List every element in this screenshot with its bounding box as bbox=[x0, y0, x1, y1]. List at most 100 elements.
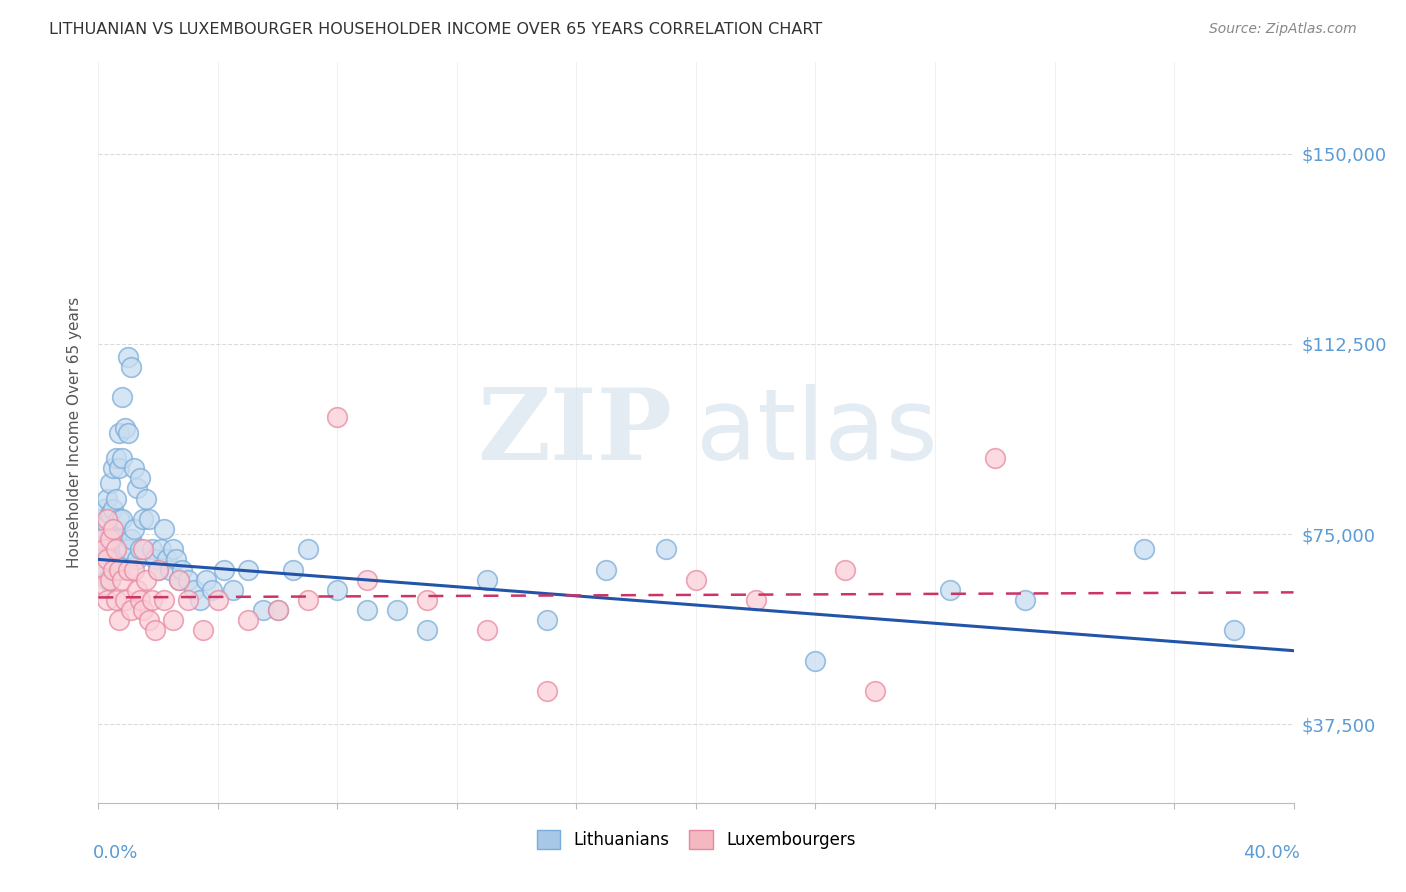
Point bbox=[1133, 542, 1156, 557]
Point bbox=[281, 562, 304, 576]
Text: ZIP: ZIP bbox=[477, 384, 672, 481]
Point bbox=[105, 450, 128, 465]
Point bbox=[804, 654, 827, 668]
Point bbox=[207, 593, 229, 607]
Point bbox=[93, 532, 115, 546]
Point bbox=[98, 573, 122, 587]
Point bbox=[172, 562, 194, 576]
Point bbox=[984, 450, 1007, 465]
Point bbox=[167, 573, 190, 587]
Point bbox=[167, 573, 190, 587]
Point bbox=[148, 562, 170, 576]
Point bbox=[111, 450, 134, 465]
Point bbox=[138, 512, 160, 526]
Point bbox=[111, 512, 134, 526]
Point bbox=[685, 573, 707, 587]
Point bbox=[96, 593, 118, 607]
Point bbox=[222, 582, 245, 597]
Point bbox=[120, 359, 142, 374]
Y-axis label: Householder Income Over 65 years: Householder Income Over 65 years bbox=[67, 297, 83, 568]
Point bbox=[98, 573, 122, 587]
Point bbox=[93, 562, 115, 576]
Point bbox=[124, 461, 146, 475]
Point bbox=[114, 542, 136, 557]
Point bbox=[124, 562, 146, 576]
Text: Source: ZipAtlas.com: Source: ZipAtlas.com bbox=[1209, 22, 1357, 37]
Point bbox=[90, 532, 112, 546]
Point bbox=[103, 522, 125, 536]
Point bbox=[132, 542, 155, 557]
Point bbox=[1223, 624, 1246, 638]
Text: atlas: atlas bbox=[696, 384, 938, 481]
Point bbox=[416, 593, 439, 607]
Text: 40.0%: 40.0% bbox=[1243, 844, 1299, 862]
Point bbox=[326, 582, 349, 597]
Point bbox=[120, 532, 142, 546]
Point bbox=[98, 532, 122, 546]
Point bbox=[96, 512, 118, 526]
Point bbox=[475, 624, 498, 638]
Point bbox=[111, 390, 134, 404]
Point bbox=[536, 684, 558, 698]
Point bbox=[98, 542, 122, 557]
Point bbox=[120, 603, 142, 617]
Point bbox=[141, 593, 163, 607]
Point bbox=[103, 461, 125, 475]
Point bbox=[153, 593, 176, 607]
Point bbox=[939, 582, 962, 597]
Point bbox=[103, 562, 125, 576]
Point bbox=[132, 512, 155, 526]
Point bbox=[93, 578, 115, 592]
Point bbox=[129, 542, 152, 557]
Point bbox=[834, 562, 856, 576]
Point bbox=[90, 512, 112, 526]
Point bbox=[96, 542, 118, 557]
Point bbox=[191, 624, 214, 638]
Point bbox=[236, 613, 259, 627]
Point bbox=[162, 613, 184, 627]
Point bbox=[595, 562, 617, 576]
Point bbox=[114, 593, 136, 607]
Point bbox=[117, 425, 139, 440]
Point bbox=[159, 562, 181, 576]
Point bbox=[536, 613, 558, 627]
Point bbox=[105, 542, 128, 557]
Point bbox=[201, 582, 224, 597]
Point bbox=[356, 573, 378, 587]
Point bbox=[183, 582, 205, 597]
Point bbox=[117, 542, 139, 557]
Point bbox=[156, 552, 179, 566]
Point bbox=[267, 603, 290, 617]
Point bbox=[93, 522, 115, 536]
Point bbox=[150, 542, 173, 557]
Point bbox=[127, 582, 149, 597]
Point bbox=[103, 532, 125, 546]
Point bbox=[90, 562, 112, 576]
Point bbox=[129, 471, 152, 485]
Point bbox=[138, 613, 160, 627]
Point bbox=[252, 603, 274, 617]
Point bbox=[267, 603, 290, 617]
Point bbox=[108, 613, 131, 627]
Point bbox=[195, 573, 218, 587]
Point bbox=[111, 573, 134, 587]
Legend: Lithuanians, Luxembourgers: Lithuanians, Luxembourgers bbox=[529, 822, 863, 857]
Point bbox=[141, 542, 163, 557]
Point bbox=[865, 684, 887, 698]
Point bbox=[96, 516, 118, 531]
Point bbox=[135, 491, 157, 506]
Point bbox=[162, 542, 184, 557]
Point bbox=[114, 420, 136, 434]
Point bbox=[177, 573, 200, 587]
Point bbox=[655, 542, 678, 557]
Point bbox=[127, 552, 149, 566]
Point bbox=[117, 562, 139, 576]
Point bbox=[143, 624, 166, 638]
Point bbox=[105, 491, 128, 506]
Point bbox=[124, 522, 146, 536]
Point bbox=[326, 410, 349, 425]
Point bbox=[135, 573, 157, 587]
Point bbox=[177, 593, 200, 607]
Point bbox=[297, 542, 319, 557]
Point bbox=[105, 593, 128, 607]
